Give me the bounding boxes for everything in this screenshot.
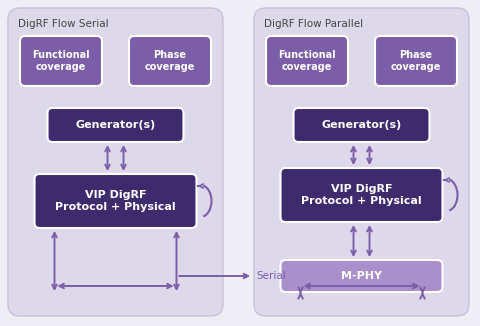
Text: DigRF Flow Parallel: DigRF Flow Parallel [264, 19, 363, 29]
Text: Generator(s): Generator(s) [75, 120, 156, 130]
Text: Functional
coverage: Functional coverage [278, 50, 336, 72]
Text: Generator(s): Generator(s) [322, 120, 402, 130]
FancyBboxPatch shape [8, 8, 223, 316]
FancyBboxPatch shape [20, 36, 102, 86]
Text: VIP DigRF
Protocol + Physical: VIP DigRF Protocol + Physical [55, 190, 176, 212]
FancyBboxPatch shape [129, 36, 211, 86]
FancyBboxPatch shape [280, 260, 443, 292]
Text: VIP DigRF
Protocol + Physical: VIP DigRF Protocol + Physical [301, 184, 422, 206]
FancyBboxPatch shape [266, 36, 348, 86]
Text: M-PHY: M-PHY [341, 271, 382, 281]
Text: DigRF Flow Serial: DigRF Flow Serial [18, 19, 108, 29]
FancyBboxPatch shape [375, 36, 457, 86]
FancyBboxPatch shape [35, 174, 196, 228]
Text: Functional
coverage: Functional coverage [32, 50, 90, 72]
FancyBboxPatch shape [48, 108, 183, 142]
FancyBboxPatch shape [293, 108, 430, 142]
FancyBboxPatch shape [254, 8, 469, 316]
Text: Phase
coverage: Phase coverage [145, 50, 195, 72]
FancyBboxPatch shape [280, 168, 443, 222]
Text: Phase
coverage: Phase coverage [391, 50, 441, 72]
Text: Serial: Serial [256, 271, 286, 281]
